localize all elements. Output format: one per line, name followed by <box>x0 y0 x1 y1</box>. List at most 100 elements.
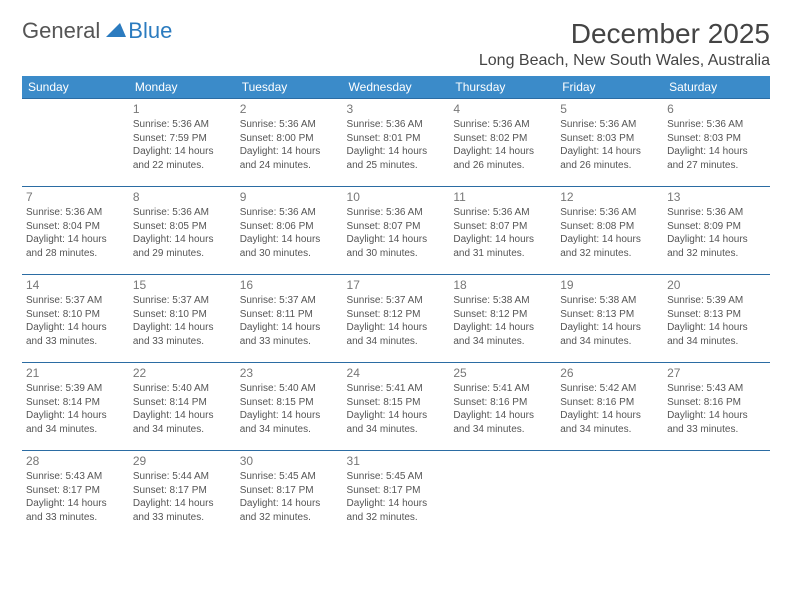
sunrise-line: Sunrise: 5:36 AM <box>347 118 446 132</box>
sunset-line: Sunset: 8:17 PM <box>240 484 339 498</box>
daylight-line: Daylight: 14 hours and 26 minutes. <box>560 145 659 172</box>
daylight-line: Daylight: 14 hours and 34 minutes. <box>560 409 659 436</box>
day-number: 4 <box>453 101 552 117</box>
sunrise-line: Sunrise: 5:40 AM <box>240 382 339 396</box>
day-cell: 28Sunrise: 5:43 AMSunset: 8:17 PMDayligh… <box>22 451 129 539</box>
sunrise-line: Sunrise: 5:37 AM <box>240 294 339 308</box>
sunrise-line: Sunrise: 5:36 AM <box>26 206 125 220</box>
day-number: 23 <box>240 365 339 381</box>
day-cell: 26Sunrise: 5:42 AMSunset: 8:16 PMDayligh… <box>556 363 663 451</box>
day-cell: 24Sunrise: 5:41 AMSunset: 8:15 PMDayligh… <box>343 363 450 451</box>
day-number: 10 <box>347 189 446 205</box>
sunset-line: Sunset: 8:08 PM <box>560 220 659 234</box>
daylight-line: Daylight: 14 hours and 33 minutes. <box>240 321 339 348</box>
calendar-grid: SundayMondayTuesdayWednesdayThursdayFrid… <box>22 76 770 539</box>
day-cell: 5Sunrise: 5:36 AMSunset: 8:03 PMDaylight… <box>556 99 663 187</box>
header-bar: General Blue December 2025 Long Beach, N… <box>22 18 770 70</box>
sunset-line: Sunset: 8:17 PM <box>133 484 232 498</box>
day-cell: 2Sunrise: 5:36 AMSunset: 8:00 PMDaylight… <box>236 99 343 187</box>
day-number: 25 <box>453 365 552 381</box>
day-number: 20 <box>667 277 766 293</box>
sunset-line: Sunset: 8:06 PM <box>240 220 339 234</box>
day-number: 21 <box>26 365 125 381</box>
daylight-line: Daylight: 14 hours and 34 minutes. <box>26 409 125 436</box>
day-cell: 27Sunrise: 5:43 AMSunset: 8:16 PMDayligh… <box>663 363 770 451</box>
day-number: 31 <box>347 453 446 469</box>
day-number: 11 <box>453 189 552 205</box>
day-cell: 15Sunrise: 5:37 AMSunset: 8:10 PMDayligh… <box>129 275 236 363</box>
daylight-line: Daylight: 14 hours and 24 minutes. <box>240 145 339 172</box>
sunrise-line: Sunrise: 5:39 AM <box>26 382 125 396</box>
daylight-line: Daylight: 14 hours and 28 minutes. <box>26 233 125 260</box>
day-cell <box>663 451 770 539</box>
sunset-line: Sunset: 8:14 PM <box>133 396 232 410</box>
day-cell: 16Sunrise: 5:37 AMSunset: 8:11 PMDayligh… <box>236 275 343 363</box>
daylight-line: Daylight: 14 hours and 30 minutes. <box>240 233 339 260</box>
sunset-line: Sunset: 8:16 PM <box>453 396 552 410</box>
sunrise-line: Sunrise: 5:37 AM <box>133 294 232 308</box>
day-number: 9 <box>240 189 339 205</box>
daylight-line: Daylight: 14 hours and 22 minutes. <box>133 145 232 172</box>
day-number: 24 <box>347 365 446 381</box>
day-cell: 21Sunrise: 5:39 AMSunset: 8:14 PMDayligh… <box>22 363 129 451</box>
sunrise-line: Sunrise: 5:44 AM <box>133 470 232 484</box>
sunset-line: Sunset: 8:07 PM <box>347 220 446 234</box>
day-number: 1 <box>133 101 232 117</box>
day-number: 30 <box>240 453 339 469</box>
day-cell: 17Sunrise: 5:37 AMSunset: 8:12 PMDayligh… <box>343 275 450 363</box>
weekday-header: Wednesday <box>343 76 450 99</box>
sunrise-line: Sunrise: 5:36 AM <box>453 206 552 220</box>
day-cell: 12Sunrise: 5:36 AMSunset: 8:08 PMDayligh… <box>556 187 663 275</box>
sunrise-line: Sunrise: 5:41 AM <box>453 382 552 396</box>
weekday-header: Monday <box>129 76 236 99</box>
sunrise-line: Sunrise: 5:36 AM <box>347 206 446 220</box>
day-number: 2 <box>240 101 339 117</box>
sunset-line: Sunset: 8:04 PM <box>26 220 125 234</box>
sunset-line: Sunset: 8:12 PM <box>347 308 446 322</box>
sunset-line: Sunset: 8:09 PM <box>667 220 766 234</box>
daylight-line: Daylight: 14 hours and 34 minutes. <box>240 409 339 436</box>
daylight-line: Daylight: 14 hours and 34 minutes. <box>347 409 446 436</box>
day-number: 3 <box>347 101 446 117</box>
day-number: 13 <box>667 189 766 205</box>
day-number: 8 <box>133 189 232 205</box>
daylight-line: Daylight: 14 hours and 34 minutes. <box>667 321 766 348</box>
daylight-line: Daylight: 14 hours and 33 minutes. <box>133 321 232 348</box>
day-number: 7 <box>26 189 125 205</box>
sunset-line: Sunset: 8:10 PM <box>26 308 125 322</box>
logo-triangle-icon <box>106 21 126 42</box>
day-cell: 31Sunrise: 5:45 AMSunset: 8:17 PMDayligh… <box>343 451 450 539</box>
day-number: 16 <box>240 277 339 293</box>
day-number: 17 <box>347 277 446 293</box>
sunrise-line: Sunrise: 5:43 AM <box>667 382 766 396</box>
day-cell: 22Sunrise: 5:40 AMSunset: 8:14 PMDayligh… <box>129 363 236 451</box>
day-number: 18 <box>453 277 552 293</box>
sunrise-line: Sunrise: 5:36 AM <box>133 206 232 220</box>
day-number: 26 <box>560 365 659 381</box>
daylight-line: Daylight: 14 hours and 32 minutes. <box>667 233 766 260</box>
sunset-line: Sunset: 8:17 PM <box>26 484 125 498</box>
sunrise-line: Sunrise: 5:36 AM <box>560 118 659 132</box>
sunrise-line: Sunrise: 5:36 AM <box>453 118 552 132</box>
sunrise-line: Sunrise: 5:36 AM <box>667 118 766 132</box>
sunrise-line: Sunrise: 5:37 AM <box>347 294 446 308</box>
sunrise-line: Sunrise: 5:36 AM <box>560 206 659 220</box>
day-number: 14 <box>26 277 125 293</box>
weekday-header: Thursday <box>449 76 556 99</box>
sunset-line: Sunset: 8:07 PM <box>453 220 552 234</box>
day-cell: 7Sunrise: 5:36 AMSunset: 8:04 PMDaylight… <box>22 187 129 275</box>
sunrise-line: Sunrise: 5:45 AM <box>347 470 446 484</box>
weekday-header: Sunday <box>22 76 129 99</box>
day-cell: 19Sunrise: 5:38 AMSunset: 8:13 PMDayligh… <box>556 275 663 363</box>
sunset-line: Sunset: 7:59 PM <box>133 132 232 146</box>
day-number: 27 <box>667 365 766 381</box>
day-number: 6 <box>667 101 766 117</box>
day-cell: 13Sunrise: 5:36 AMSunset: 8:09 PMDayligh… <box>663 187 770 275</box>
sunset-line: Sunset: 8:03 PM <box>667 132 766 146</box>
day-cell: 29Sunrise: 5:44 AMSunset: 8:17 PMDayligh… <box>129 451 236 539</box>
sunrise-line: Sunrise: 5:45 AM <box>240 470 339 484</box>
day-number: 22 <box>133 365 232 381</box>
sunrise-line: Sunrise: 5:41 AM <box>347 382 446 396</box>
day-cell <box>556 451 663 539</box>
week-row: 28Sunrise: 5:43 AMSunset: 8:17 PMDayligh… <box>22 451 770 539</box>
